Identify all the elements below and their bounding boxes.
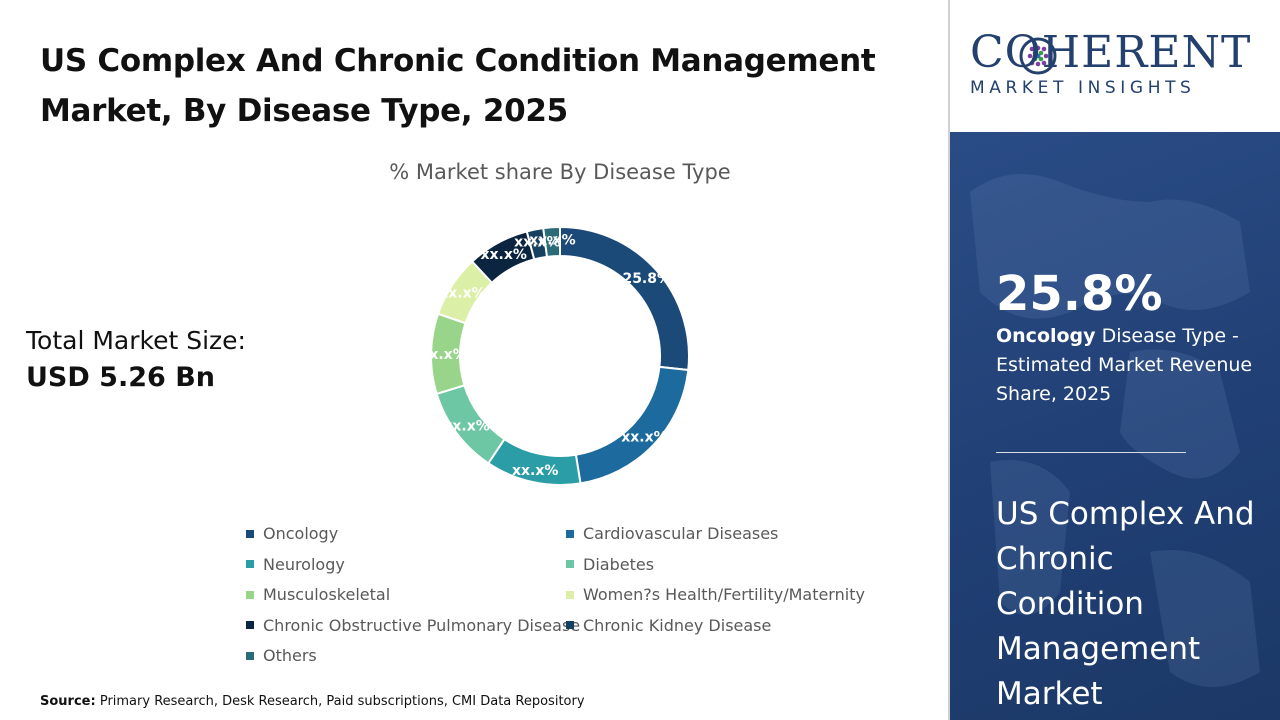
legend-swatch	[566, 560, 574, 568]
legend-swatch	[566, 529, 574, 538]
chart-title: % Market share By Disease Type	[389, 160, 731, 184]
legend-swatch	[246, 590, 254, 599]
legend-item: Neurology	[246, 555, 345, 574]
legend-item: Musculoskeletal	[246, 585, 390, 604]
world-map-background	[970, 174, 1260, 687]
page-title: US Complex And Chronic Condition Managem…	[40, 43, 876, 129]
donut-chart: 25.8%xx.x%xx.x%xx.x%xx.x%xx.x%xx.x%xx.x%…	[420, 225, 690, 486]
slice-label-8: xx.x%	[514, 235, 560, 251]
main-panel: US Complex And Chronic Condition Managem…	[26, 43, 876, 709]
market-name: US Complex And Chronic Condition Managem…	[996, 496, 1255, 712]
legend-label: Cardiovascular Diseases	[583, 524, 779, 543]
legend-item: Oncology	[246, 524, 338, 543]
legend-item: Diabetes	[566, 555, 654, 574]
legend-item: Chronic Obstructive Pulmonary Disease	[246, 616, 580, 635]
highlight-panel: 25.8% Oncology Disease Type - Estimated …	[950, 132, 1280, 720]
donut-slice-2	[574, 365, 690, 485]
source-label: Source:	[40, 694, 96, 709]
legend-swatch	[246, 560, 254, 568]
panel-divider	[948, 0, 950, 720]
legend-item: Women?s Health/Fertility/Maternity	[566, 585, 865, 604]
slice-label-7: xx.x%	[480, 247, 526, 263]
legend-label: Others	[263, 646, 317, 665]
legend-item: Others	[246, 646, 317, 665]
legend-label: Chronic Kidney Disease	[583, 615, 772, 635]
legend-item: Cardiovascular Diseases	[566, 524, 778, 543]
logo-tagline: MARKET INSIGHTS	[970, 78, 1196, 98]
total-market-value: USD 5.26 Bn	[26, 362, 215, 393]
globe-icon	[1019, 37, 1057, 75]
legend-label: Diabetes	[583, 554, 655, 574]
total-market-label: Total Market Size:	[26, 326, 246, 355]
logo: COHERENT MARKET INSIGHTS	[950, 0, 1280, 132]
highlight-divider	[996, 452, 1186, 453]
legend-label: Women?s Health/Fertility/Maternity	[583, 585, 865, 604]
source-note: Source: Primary Research, Desk Research,…	[40, 694, 585, 709]
slice-label-2: xx.x%	[621, 429, 667, 445]
highlight-description: Oncology Disease Type - Estimated Market…	[996, 322, 1266, 409]
logo-wordmark: COHERENT	[970, 27, 1252, 78]
source-text: Primary Research, Desk Research, Paid su…	[99, 694, 585, 709]
slice-label-6: xx.x%	[439, 285, 485, 301]
donut-slice-9	[542, 225, 561, 258]
legend-label: Oncology	[263, 524, 339, 543]
legend-swatch	[246, 529, 254, 538]
side-panel: COHERENT MARKET INSIGHTS 25.8% Oncology …	[950, 0, 1280, 720]
donut-slice-1	[559, 225, 690, 372]
legend-label: Chronic Obstructive Pulmonary Disease	[263, 615, 581, 635]
highlight-percentage: 25.8%	[996, 266, 1163, 322]
legend-label: Musculoskeletal	[263, 585, 391, 604]
slice-label-3: xx.x%	[512, 463, 558, 479]
legend-label: Neurology	[263, 554, 345, 574]
highlight-segment: Oncology	[996, 325, 1096, 347]
legend-item: Chronic Kidney Disease	[566, 616, 771, 635]
slice-label-5: xx.x%	[420, 347, 466, 363]
legend-swatch	[246, 621, 254, 629]
legend-swatch	[246, 651, 254, 660]
legend-swatch	[566, 621, 574, 629]
legend-swatch	[566, 590, 574, 599]
slice-label-9: xx.x%	[529, 233, 575, 249]
highlight-description-text: Disease Type - Estimated Market Revenue …	[996, 325, 1253, 405]
slice-label-1: 25.8%	[622, 271, 671, 287]
slice-label-4: xx.x%	[443, 419, 489, 435]
